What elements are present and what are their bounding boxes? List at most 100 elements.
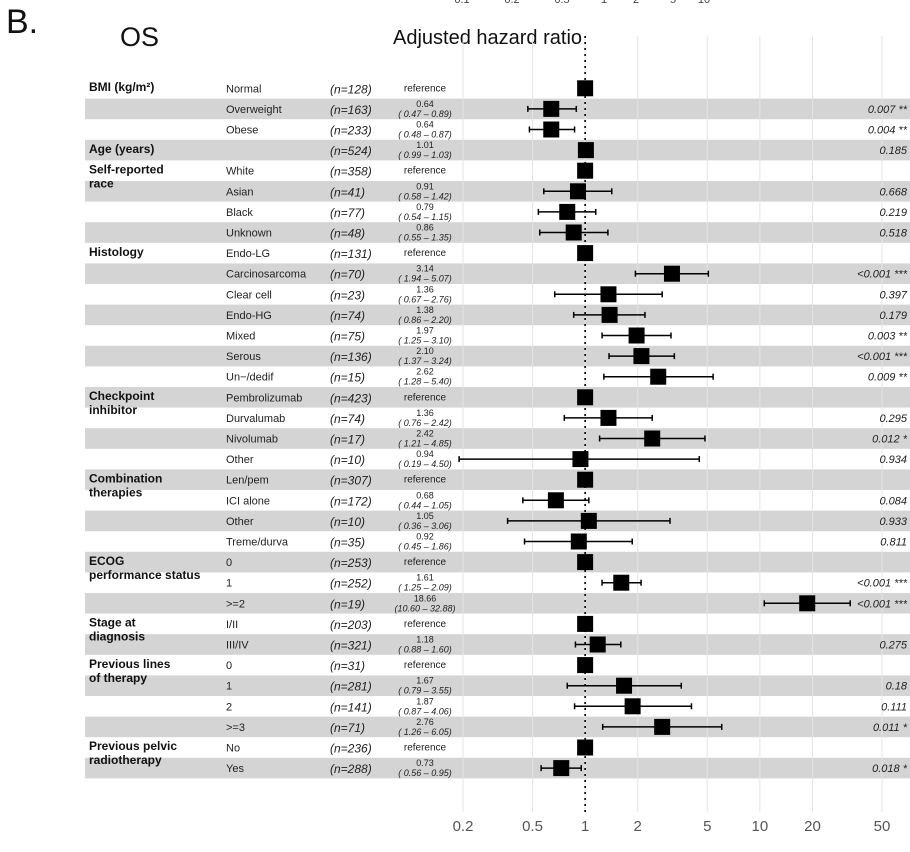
- row-n: (n=203): [330, 618, 372, 632]
- row-n: (n=48): [330, 227, 365, 241]
- x-tick-label: 50: [874, 818, 891, 835]
- row-n: (n=15): [330, 371, 365, 385]
- row-hr: 2.42: [416, 429, 434, 439]
- row-p-value: 0.219: [879, 207, 907, 219]
- row-n: (n=172): [330, 494, 372, 508]
- row-ci: ( 0.54 – 1.15): [398, 212, 452, 222]
- hr-marker: [570, 533, 587, 550]
- row-category: I/II: [226, 619, 238, 631]
- top-axis-tick: 0.2: [504, 0, 520, 6]
- hr-marker: [633, 348, 650, 365]
- group-label: inhibitor: [89, 403, 137, 417]
- hr-marker: [613, 574, 630, 591]
- row-p-value: <0.001 ***: [857, 598, 908, 610]
- hr-marker: [543, 100, 560, 117]
- row-ci: ( 0.45 – 1.86): [398, 542, 452, 552]
- row-category: Overweight: [226, 104, 282, 116]
- group-label: therapies: [89, 485, 143, 499]
- row-ci: ( 1.25 – 3.10): [398, 336, 452, 346]
- row-hr: 0.91: [416, 181, 434, 191]
- row-hr: 0.73: [416, 758, 434, 768]
- row-band: [85, 551, 910, 573]
- row-p-value: 0.012 *: [872, 434, 908, 446]
- row-reference: reference: [404, 743, 447, 754]
- row-p-value: 0.295: [879, 413, 907, 425]
- group-label: Previous pelvic: [89, 739, 177, 753]
- hr-marker: [577, 657, 594, 674]
- row-p-value: 0.179: [879, 310, 907, 322]
- row-ci: ( 1.21 – 4.85): [398, 439, 452, 449]
- row-band: [85, 263, 910, 284]
- row-hr: 1.36: [416, 408, 434, 418]
- row-n: (n=31): [330, 659, 365, 673]
- row-category: Durvalumab: [226, 413, 285, 425]
- row-n: (n=35): [330, 536, 365, 550]
- row-hr: 2.76: [416, 717, 434, 727]
- row-n: (n=74): [330, 309, 365, 323]
- hr-marker: [600, 286, 617, 303]
- group-label: Age (years): [89, 142, 154, 156]
- group-label: performance status: [89, 568, 201, 582]
- row-p-value: 0.004 **: [868, 125, 908, 137]
- row-p-value: 0.18: [886, 681, 908, 693]
- row-hr: 18.66: [414, 593, 437, 603]
- row-reference: reference: [404, 660, 447, 671]
- row-p-value: 0.018 *: [872, 763, 908, 775]
- row-n: (n=23): [330, 288, 365, 302]
- chart-title: Adjusted hazard ratio: [393, 27, 583, 49]
- row-hr: 0.64: [416, 120, 434, 130]
- row-hr: 1.01: [416, 140, 434, 150]
- row-band: [85, 634, 910, 655]
- row-p-value: <0.001 ***: [857, 269, 908, 281]
- row-ci: ( 1.94 – 5.07): [398, 274, 452, 284]
- row-hr: 1.97: [416, 326, 434, 336]
- row-p-value: 0.518: [879, 228, 907, 240]
- x-tick-label: 20: [804, 818, 821, 835]
- row-category: 0: [226, 557, 232, 569]
- row-p-value: 0.275: [879, 640, 907, 652]
- row-n: (n=253): [330, 556, 372, 570]
- row-hr: 2.62: [416, 367, 434, 377]
- row-ci: ( 0.58 – 1.42): [398, 191, 452, 201]
- x-tick-label: 1: [581, 818, 589, 835]
- row-p-value: 0.003 **: [868, 331, 908, 343]
- row-category: Nivolumab: [226, 434, 278, 446]
- row-band: [85, 98, 910, 120]
- row-hr: 0.79: [416, 202, 434, 212]
- row-category: 0: [226, 660, 232, 672]
- row-p-value: <0.001 ***: [857, 578, 908, 590]
- row-p-value: 0.811: [880, 537, 907, 549]
- top-axis-tick: 1: [600, 0, 608, 6]
- row-p-value: 0.668: [879, 186, 907, 198]
- row-hr: 2.10: [416, 346, 434, 356]
- hr-marker: [559, 203, 576, 220]
- row-ci: ( 0.67 – 2.76): [398, 294, 452, 304]
- row-p-value: 0.934: [879, 454, 907, 466]
- row-ci: ( 0.47 – 0.89): [398, 109, 452, 119]
- row-band: [85, 428, 910, 449]
- row-category: >=2: [226, 598, 245, 610]
- group-label: diagnosis: [89, 630, 145, 644]
- row-hr: 3.14: [416, 264, 434, 274]
- row-reference: reference: [404, 619, 447, 630]
- row-n: (n=233): [330, 124, 372, 138]
- row-n: (n=77): [330, 206, 365, 220]
- x-tick-label: 10: [752, 818, 769, 835]
- row-n: (n=358): [330, 165, 372, 179]
- row-band: [85, 222, 910, 243]
- row-n: (n=252): [330, 577, 372, 591]
- row-ci: ( 0.88 – 1.60): [398, 645, 452, 655]
- row-ci: ( 0.99 – 1.03): [398, 150, 452, 160]
- hr-marker: [577, 162, 594, 179]
- panel-letter: B.: [6, 3, 39, 41]
- row-n: (n=307): [330, 474, 372, 488]
- row-ci: ( 0.55 – 1.35): [398, 233, 452, 243]
- hr-marker: [577, 615, 594, 632]
- hr-marker: [565, 224, 582, 241]
- hr-marker: [547, 492, 564, 509]
- row-category: Normal: [226, 83, 261, 95]
- hr-marker: [577, 142, 594, 159]
- row-category: Other: [226, 516, 254, 528]
- hr-marker: [589, 636, 606, 653]
- row-ci: ( 0.76 – 2.42): [398, 418, 452, 428]
